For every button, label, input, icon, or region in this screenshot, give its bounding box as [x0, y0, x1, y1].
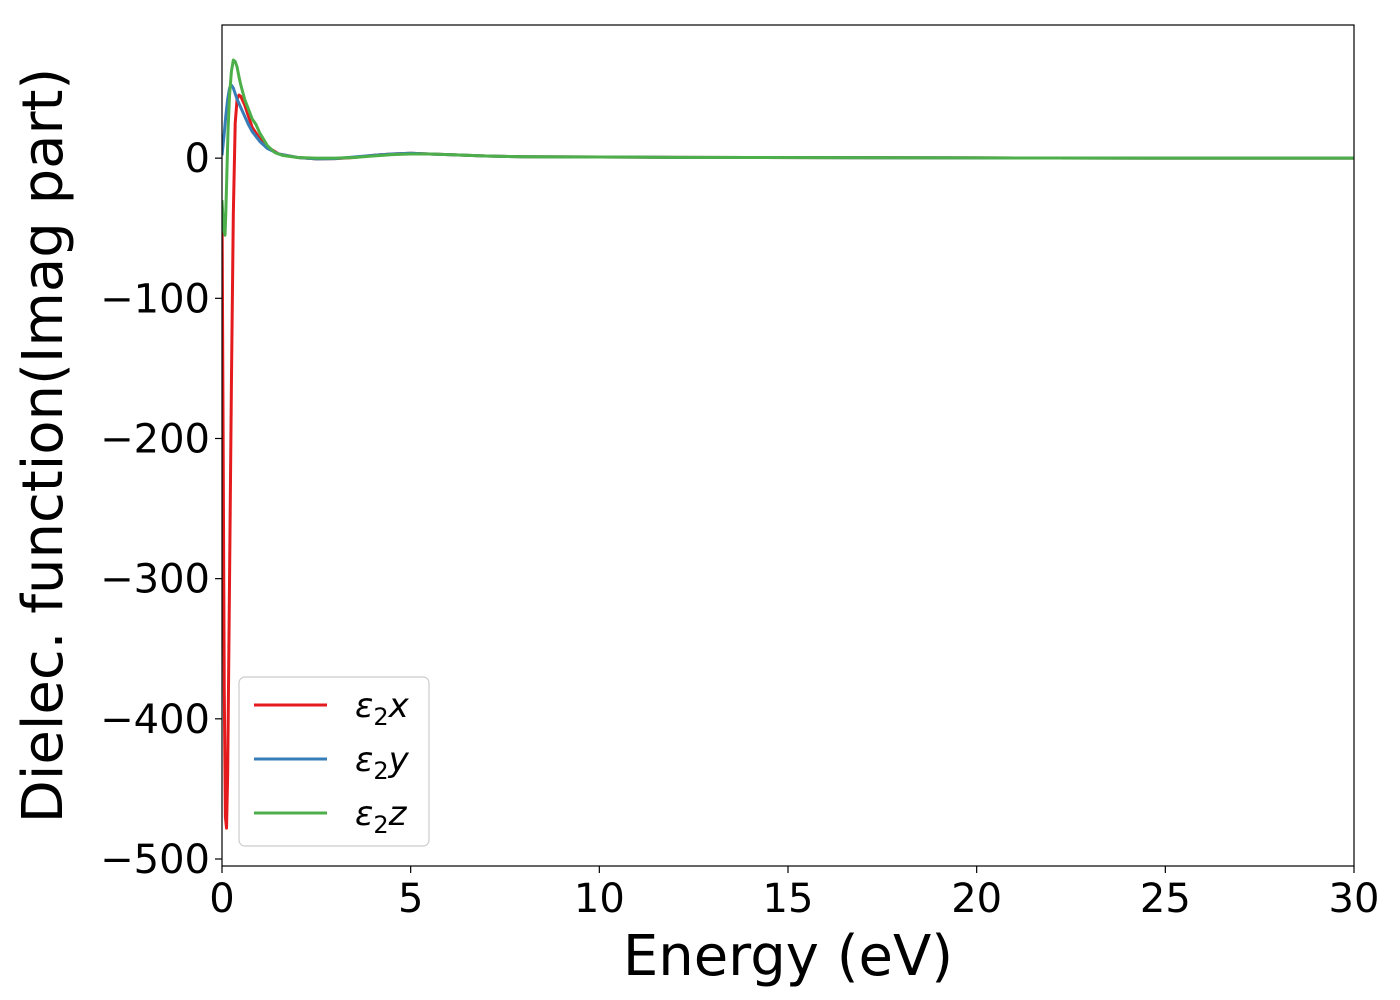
x-axis: 0 5 10 15 20 25 30 [209, 866, 1379, 922]
y-axis-label: Dielec. function(Imag part) [11, 68, 76, 824]
y-tick-label: −400 [100, 697, 210, 743]
legend-subscript: 2 [373, 811, 388, 839]
legend-label-z: ε2z [355, 794, 408, 839]
legend-label-x: ε2x [355, 686, 410, 731]
y-axis: −500 −400 −300 −200 −100 0 [100, 136, 222, 883]
legend-box [238, 676, 430, 847]
plot-area [222, 58, 1354, 830]
y-tick-label: −500 [100, 837, 210, 883]
series-line-z [222, 58, 1354, 237]
legend-symbol: ε [355, 740, 373, 780]
x-tick-label: 0 [209, 876, 234, 922]
legend-symbol: ε [355, 686, 373, 726]
x-tick-label: 5 [398, 876, 423, 922]
y-tick-label: −300 [100, 557, 210, 603]
x-tick-label: 10 [574, 876, 625, 922]
y-tick-label: −200 [100, 416, 210, 462]
legend-symbol: ε [355, 794, 373, 834]
legend-subscript: 2 [373, 757, 388, 785]
x-tick-label: 15 [763, 876, 814, 922]
x-tick-label: 20 [951, 876, 1002, 922]
legend-variable: y [388, 740, 410, 780]
x-tick-label: 25 [1140, 876, 1191, 922]
legend-variable: z [388, 794, 408, 834]
legend-label-y: ε2y [355, 740, 410, 785]
x-axis-label: Energy (eV) [623, 924, 953, 989]
legend-subscript: 2 [373, 703, 388, 731]
y-tick-label: 0 [185, 136, 210, 182]
legend-variable: x [388, 686, 410, 726]
y-tick-label: −100 [100, 276, 210, 322]
x-tick-label: 30 [1329, 876, 1380, 922]
